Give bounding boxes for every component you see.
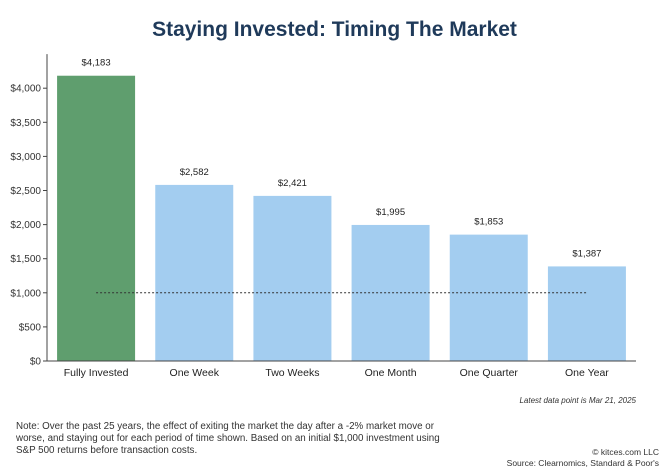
data-label: $4,183 (82, 58, 111, 69)
x-category-label: One Quarter (460, 367, 519, 379)
data-label: $1,853 (474, 217, 503, 228)
data-label: $1,387 (572, 248, 601, 259)
y-tick-label: $2,500 (10, 186, 41, 197)
bar (155, 184, 234, 361)
x-category-label: One Year (565, 367, 609, 379)
bar (253, 195, 332, 361)
y-tick-label: $4,000 (10, 84, 41, 95)
latest-data-note: Latest data point is Mar 21, 2025 (519, 396, 636, 405)
x-category-label: One Week (170, 367, 220, 379)
x-category-label: Two Weeks (265, 367, 319, 379)
y-tick-label: $3,000 (10, 152, 41, 163)
x-category-label: Fully Invested (64, 367, 129, 379)
bar (449, 234, 528, 361)
y-axis: $0 $500 $1,000 $1,500 $2,000 $2,500 $3,000 $3,5… (10, 54, 48, 368)
bar (547, 266, 626, 361)
footnote: Note: Over the past 25 years, the effect… (16, 421, 440, 456)
data-label: $2,582 (180, 167, 209, 178)
data-label: $1,995 (376, 207, 405, 218)
chart-title: Staying Invested: Timing The Market (152, 18, 517, 41)
y-tick-label: $500 (19, 322, 42, 333)
y-tick-label: $1,000 (10, 288, 41, 299)
copyright-text: © kitces.com LLC (592, 447, 659, 457)
data-label: $2,421 (278, 178, 307, 189)
bars: $4,183 $2,582 $2,421 $1,995 $1,853 $1,387 (57, 58, 626, 362)
source-text: Source: Clearnomics, Standard & Poor's (506, 458, 659, 468)
credit-block: © kitces.com LLC Source: Clearnomics, St… (507, 447, 659, 469)
y-tick-label: $0 (30, 357, 42, 368)
bar-chart: $0 $500 $1,000 $1,500 $2,000 $2,500 $3,000 $3,5… (10, 54, 636, 379)
y-tick-label: $3,500 (10, 118, 41, 129)
x-category-label: One Month (365, 367, 417, 379)
y-tick-label: $1,500 (10, 254, 41, 265)
y-tick-label: $2,000 (10, 220, 41, 231)
x-axis: Fully Invested One Week Two Weeks One Month… (47, 360, 636, 379)
bar (57, 75, 136, 362)
